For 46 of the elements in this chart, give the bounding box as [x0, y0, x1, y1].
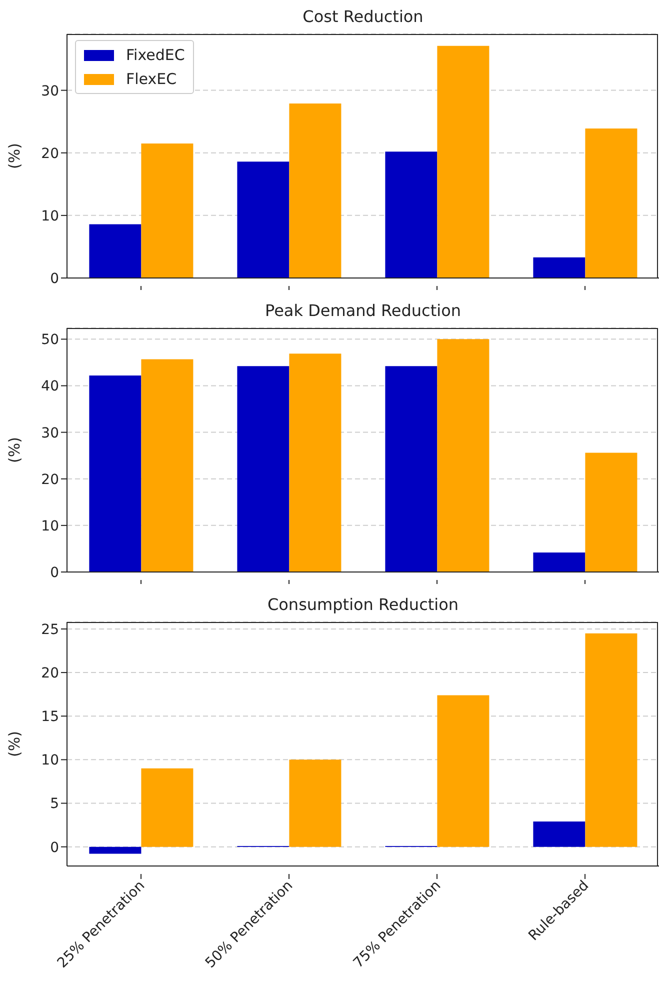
bar	[89, 224, 142, 278]
bar	[289, 354, 342, 572]
y-tick-label: 30	[41, 83, 59, 100]
bar	[585, 128, 638, 278]
y-axis-title: (%)	[5, 143, 24, 169]
y-tick-label: 10	[41, 208, 59, 224]
chart-title: Consumption Reduction	[266, 594, 460, 616]
bar	[141, 359, 194, 572]
y-tick-label: 0	[50, 564, 59, 581]
bar	[585, 633, 638, 847]
chart-title: Cost Reduction	[302, 6, 424, 28]
chart-title: Peak Demand Reduction	[264, 300, 462, 322]
y-tick-label: 0	[50, 840, 59, 856]
bar	[533, 257, 586, 278]
bar	[437, 46, 490, 278]
bar	[89, 375, 142, 572]
y-axis-title: (%)	[5, 731, 24, 757]
bar	[289, 760, 342, 847]
y-tick-label: 30	[41, 425, 59, 442]
legend-label: FixedEC	[126, 46, 185, 64]
bar	[237, 366, 290, 572]
y-tick-label: 15	[41, 709, 59, 726]
y-tick-label: 5	[50, 796, 59, 812]
y-axis-title: (%)	[5, 437, 24, 463]
bar	[289, 103, 342, 278]
bar	[237, 162, 290, 278]
y-tick-label: 20	[41, 146, 59, 162]
bar	[437, 339, 490, 572]
bar	[89, 846, 142, 854]
bar	[437, 695, 490, 847]
bar	[141, 143, 194, 278]
bar	[385, 366, 438, 572]
bar	[385, 152, 438, 278]
y-tick-label: 40	[41, 378, 59, 395]
bar	[533, 552, 586, 572]
y-tick-label: 10	[41, 752, 59, 769]
bar	[141, 768, 194, 847]
y-tick-label: 25	[41, 622, 59, 638]
y-tick-label: 20	[41, 666, 59, 682]
bar	[533, 822, 586, 847]
y-tick-label: 0	[50, 270, 59, 287]
y-tick-label: 50	[41, 332, 59, 348]
bar	[585, 452, 638, 572]
y-tick-label: 20	[41, 472, 59, 488]
legend-label: FlexEC	[126, 70, 177, 88]
y-tick-label: 10	[41, 518, 59, 534]
